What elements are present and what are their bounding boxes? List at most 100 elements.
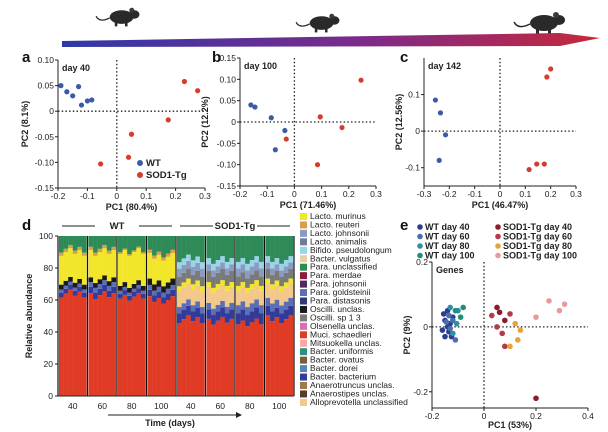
x-tick-label: -0.1 xyxy=(80,191,95,201)
stacked-bar-segment xyxy=(131,296,137,396)
stacked-bar-segment xyxy=(288,305,294,316)
x-tick-label: 80 xyxy=(245,401,255,411)
legend-swatch xyxy=(300,246,307,254)
stacked-bar-segment xyxy=(236,290,241,306)
stacked-bar-segment xyxy=(195,262,201,271)
stacked-bar-segment xyxy=(122,286,128,291)
stacked-bar-segment xyxy=(177,286,182,292)
x-tick-label: 80 xyxy=(127,401,137,411)
stacked-bar-segment xyxy=(229,302,235,310)
legend-swatch xyxy=(300,398,307,406)
stacked-bar-segment xyxy=(206,264,212,271)
data-point xyxy=(317,114,323,120)
data-point xyxy=(534,161,540,167)
stacked-bar-segment xyxy=(224,261,230,269)
stacked-bar-segment xyxy=(190,311,196,322)
x-tick-label: 0 xyxy=(114,191,119,201)
stacked-bar-segment xyxy=(211,263,216,271)
x-tick-label: 60 xyxy=(98,401,108,411)
stacked-bar-segment xyxy=(93,283,98,288)
stacked-bar-segment xyxy=(165,253,171,257)
stacked-bar-segment xyxy=(186,315,191,396)
panel-b: -0.2 -0.1 0 0.1 0.2 0.3-0.15-0.10-0.0500.050.… xyxy=(200,49,382,210)
legend-label: Muci. schaedleri xyxy=(310,329,372,339)
stacked-bar-segment xyxy=(283,287,289,302)
x-tick-label: 0.1 xyxy=(140,191,152,201)
stacked-bar-segment xyxy=(136,292,142,396)
stacked-bar-segment xyxy=(93,255,98,284)
legend-label: WT xyxy=(146,158,161,169)
panel-inset-title: day 40 xyxy=(62,63,90,73)
stacked-bar-segment xyxy=(274,285,280,300)
stacked-bar-segment xyxy=(93,252,98,256)
data-point xyxy=(533,395,539,402)
stacked-bar-segment xyxy=(270,236,275,262)
x-axis-label: Time (days) xyxy=(145,418,195,428)
stacked-bar-segment xyxy=(199,323,205,396)
legend-swatch xyxy=(300,348,307,356)
stacked-bar-segment xyxy=(229,264,235,271)
stacked-bar-segment xyxy=(170,236,176,250)
x-tick-label: 0 xyxy=(498,189,503,199)
stacked-bar-segment xyxy=(211,287,216,293)
data-point xyxy=(494,324,500,330)
x-axis-label: PC1 (46.47%) xyxy=(472,200,529,210)
x-tick-label: 100 xyxy=(154,401,168,411)
stacked-bar-segment xyxy=(211,236,216,264)
stacked-bar-segment xyxy=(156,286,162,292)
stacked-bar-segment xyxy=(249,274,255,284)
stacked-bar-segment xyxy=(177,323,182,396)
stacked-bar-segment xyxy=(265,256,271,263)
stacked-bar-segment xyxy=(140,236,146,253)
data-point xyxy=(437,110,444,116)
x-tick-label: 0.1 xyxy=(316,189,328,199)
stacked-bar-segment xyxy=(236,305,241,314)
stacked-bar-segment xyxy=(77,283,83,287)
y-tick-label: 60 xyxy=(44,295,54,305)
stacked-bar-segment xyxy=(229,309,235,319)
data-point xyxy=(98,161,104,167)
stacked-bar-segment xyxy=(229,270,235,283)
x-tick-label: 0.3 xyxy=(570,189,582,199)
stacked-bar-segment xyxy=(140,290,146,294)
stacked-bar-segment xyxy=(215,284,221,289)
stacked-bar-segment xyxy=(288,262,294,269)
legend-label: WT day 40 xyxy=(425,222,470,232)
legend-swatch xyxy=(300,280,307,288)
stacked-bar-segment xyxy=(186,278,191,284)
legend-label: Para. unclassified xyxy=(310,262,377,272)
stacked-bar-segment xyxy=(122,294,128,396)
stacked-bar-segment xyxy=(102,244,108,249)
stacked-bar-segment xyxy=(215,304,221,312)
stacked-bar-segment xyxy=(72,253,78,283)
x-tick-label: 0.2 xyxy=(545,189,557,199)
stacked-bar-segment xyxy=(186,236,191,255)
stacked-bar-segment xyxy=(77,246,83,251)
legend-marker xyxy=(417,243,423,249)
stacked-bar-segment xyxy=(206,236,212,259)
stacked-bar-segment xyxy=(206,302,212,310)
legend-label: Para. distasonis xyxy=(310,296,370,306)
stacked-bar-segment xyxy=(111,277,117,283)
panel-inset-title: day 142 xyxy=(428,61,461,71)
stacked-bar-segment xyxy=(236,313,241,325)
stacked-bar-segment xyxy=(265,283,271,298)
stacked-bar-segment xyxy=(111,286,117,294)
data-point xyxy=(496,309,503,316)
stacked-bar-segment xyxy=(236,276,241,286)
x-axis-label: PC1 (53%) xyxy=(488,420,532,430)
x-tick-label: -0.2 xyxy=(425,411,440,421)
y-axis-label: PC2 (12.56%) xyxy=(394,94,404,151)
stacked-bar-segment xyxy=(190,284,196,290)
stacked-bar-segment xyxy=(131,288,137,292)
data-point xyxy=(70,93,76,99)
legend-label: Mitsuokella unclas. xyxy=(310,338,382,348)
stacked-bar-segment xyxy=(254,270,260,281)
stacked-bar-segment xyxy=(147,236,153,250)
stacked-bar-segment xyxy=(283,301,289,310)
data-point xyxy=(515,337,521,343)
stacked-bar-segment xyxy=(258,324,264,396)
y-tick-label: 0 xyxy=(48,391,53,401)
stacked-bar-segment xyxy=(265,305,271,316)
stacked-bar-segment xyxy=(254,236,260,257)
